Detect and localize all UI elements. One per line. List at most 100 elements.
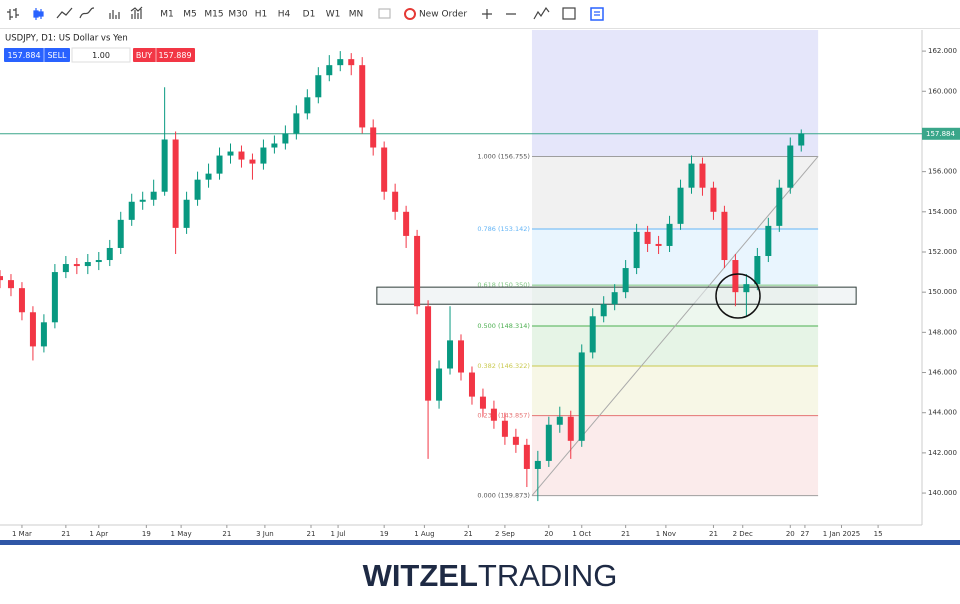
x-tick-label: 1 Jan 2025	[823, 530, 861, 538]
candle-body	[403, 211, 410, 236]
symbol-title: USDJPY, D1: US Dollar vs Yen	[5, 34, 128, 44]
fib-label: 0.786 (153.142)	[477, 225, 530, 233]
volume-icon[interactable]	[109, 10, 120, 19]
sell-button[interactable]	[4, 48, 70, 62]
calendar-icon[interactable]	[562, 7, 576, 20]
candle-body	[238, 151, 245, 160]
x-tick-label: 21	[621, 530, 630, 538]
x-tick-label: 21	[61, 530, 70, 538]
candle-body	[425, 306, 432, 401]
candle-body	[490, 408, 497, 421]
candle-body	[633, 231, 640, 269]
fib-label: 0.618 (150.350)	[477, 281, 530, 289]
y-tick-label: 140.000	[928, 489, 957, 497]
timeframe[interactable]: M5	[183, 10, 197, 20]
fib-band	[531, 415, 819, 496]
order-icon[interactable]	[404, 8, 416, 20]
x-tick-label: 2 Sep	[495, 530, 515, 538]
x-tick-label: 19	[142, 530, 151, 538]
x-tick-label: 21	[464, 530, 473, 538]
x-tick-label: 20	[786, 530, 795, 538]
candle-body	[414, 235, 421, 307]
candle-body	[260, 147, 267, 164]
new-order[interactable]: New Order	[419, 10, 467, 20]
x-tick-label: 21	[709, 530, 718, 538]
candle-body	[776, 187, 783, 226]
footer-bar	[0, 540, 960, 545]
x-tick-label: 1 Oct	[572, 530, 591, 538]
candle-body	[392, 191, 399, 212]
zoom-icons[interactable]	[482, 9, 516, 19]
template-icon[interactable]	[590, 7, 604, 21]
candle-body	[765, 225, 772, 257]
timeframe[interactable]: H4	[278, 10, 291, 20]
volume-input[interactable]	[71, 47, 131, 63]
sell-price[interactable]: 157.884	[7, 51, 40, 60]
candle-body	[18, 288, 25, 313]
area-icon[interactable]	[79, 7, 95, 19]
candle-body	[721, 211, 728, 261]
candle-body	[523, 444, 530, 469]
indicators-icon[interactable]	[130, 6, 143, 19]
toolbar-icons[interactable]	[7, 6, 604, 21]
timeframe[interactable]: H1	[255, 10, 268, 20]
line-icon[interactable]	[56, 7, 73, 19]
candle-body	[139, 199, 146, 202]
volume[interactable]: 1.00	[92, 51, 110, 60]
y-tick-label: 148.000	[928, 328, 957, 336]
candle-body	[501, 420, 508, 437]
candle-body	[249, 159, 256, 164]
timeframe[interactable]: M1	[160, 10, 174, 20]
candle-body	[436, 368, 443, 401]
fib-band	[531, 156, 819, 230]
y-tick-label: 160.000	[928, 87, 957, 95]
fib-band	[531, 326, 819, 367]
timeframe[interactable]: W1	[326, 10, 341, 20]
candle-body	[534, 460, 541, 469]
bars-icon[interactable]	[7, 8, 19, 20]
chart-icon[interactable]	[378, 8, 391, 19]
timeframe[interactable]: M30	[228, 10, 247, 20]
candle-body	[677, 187, 684, 224]
fib-label: 0.382 (146.322)	[477, 362, 530, 370]
current-price-box	[922, 127, 960, 140]
timeframe[interactable]: D1	[303, 10, 316, 20]
y-tick-label: 146.000	[928, 369, 957, 377]
candle-body	[458, 340, 464, 373]
buy-button[interactable]	[133, 48, 195, 62]
x-tick-label: 15	[874, 530, 883, 538]
candle-body	[304, 97, 311, 114]
x-tick-label: 21	[307, 530, 316, 538]
candle-body	[688, 163, 695, 188]
studies-icon[interactable]	[533, 6, 550, 20]
candle-body	[666, 223, 673, 246]
buy-label[interactable]: BUY	[136, 51, 152, 60]
brand-logo: WITZELTRADING	[363, 558, 618, 593]
candle-body	[51, 272, 58, 323]
candle-body	[205, 173, 212, 180]
candle-body	[611, 292, 618, 305]
x-tick-label: 19	[380, 530, 389, 538]
x-tick-label: 3 Jun	[256, 530, 274, 538]
y-tick-label: 144.000	[928, 409, 957, 417]
fib-top-zone	[531, 30, 819, 157]
plot-area: 1.000 (156.755) 0.786 (153.142) 0.618 (150…	[0, 30, 960, 538]
timeframe[interactable]: M15	[204, 10, 223, 20]
buy-price[interactable]: 157.889	[158, 51, 191, 60]
y-tick-label: 150.000	[928, 288, 957, 296]
candle-body	[194, 179, 201, 200]
x-tick-label: 21	[222, 530, 231, 538]
candle-body	[479, 396, 486, 409]
candle-body	[95, 260, 102, 263]
timeframe[interactable]: MN	[349, 10, 364, 20]
candles-icon[interactable]	[33, 8, 44, 20]
sell-label[interactable]: SELL	[47, 51, 67, 60]
candle-body	[117, 219, 124, 248]
x-tick-label: 1 Mar	[12, 530, 32, 538]
x-tick-label: 1 Nov	[656, 530, 676, 538]
template-lines[interactable]	[594, 11, 600, 16]
candle-body	[754, 256, 761, 285]
current-price-label: 157.884	[926, 130, 955, 138]
brand-light: TRADING	[478, 558, 618, 593]
